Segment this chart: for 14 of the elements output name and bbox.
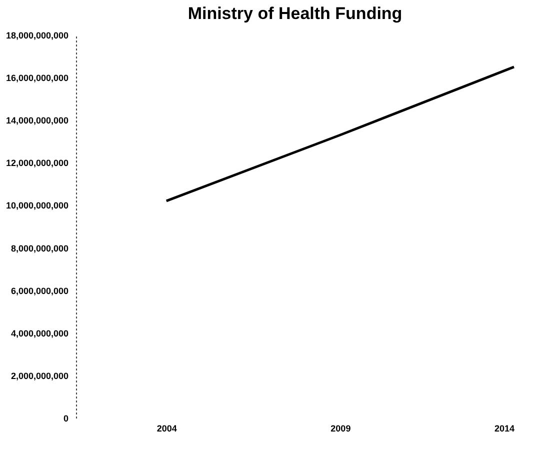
y-tick-label: 4,000,000,000 <box>10 328 68 338</box>
chart-title: Ministry of Health Funding <box>188 4 402 23</box>
x-tick-label: 2004 <box>156 424 177 434</box>
y-tick-label: 8,000,000,000 <box>10 243 68 254</box>
x-tick-label: 2014 <box>494 424 514 434</box>
y-tick-label: 12,000,000,000 <box>6 158 68 168</box>
x-tick-label: 2009 <box>330 424 351 434</box>
y-tick-label: 14,000,000,000 <box>6 116 68 126</box>
y-tick-label: 16,000,000,000 <box>6 73 68 84</box>
y-tick-label: 10,000,000,000 <box>6 200 68 211</box>
y-tick-label: 6,000,000,000 <box>10 286 68 296</box>
y-tick-label: 0 <box>63 414 68 424</box>
y-tick-label: 2,000,000,000 <box>10 370 68 381</box>
y-tick-label: 18,000,000,000 <box>6 30 68 40</box>
